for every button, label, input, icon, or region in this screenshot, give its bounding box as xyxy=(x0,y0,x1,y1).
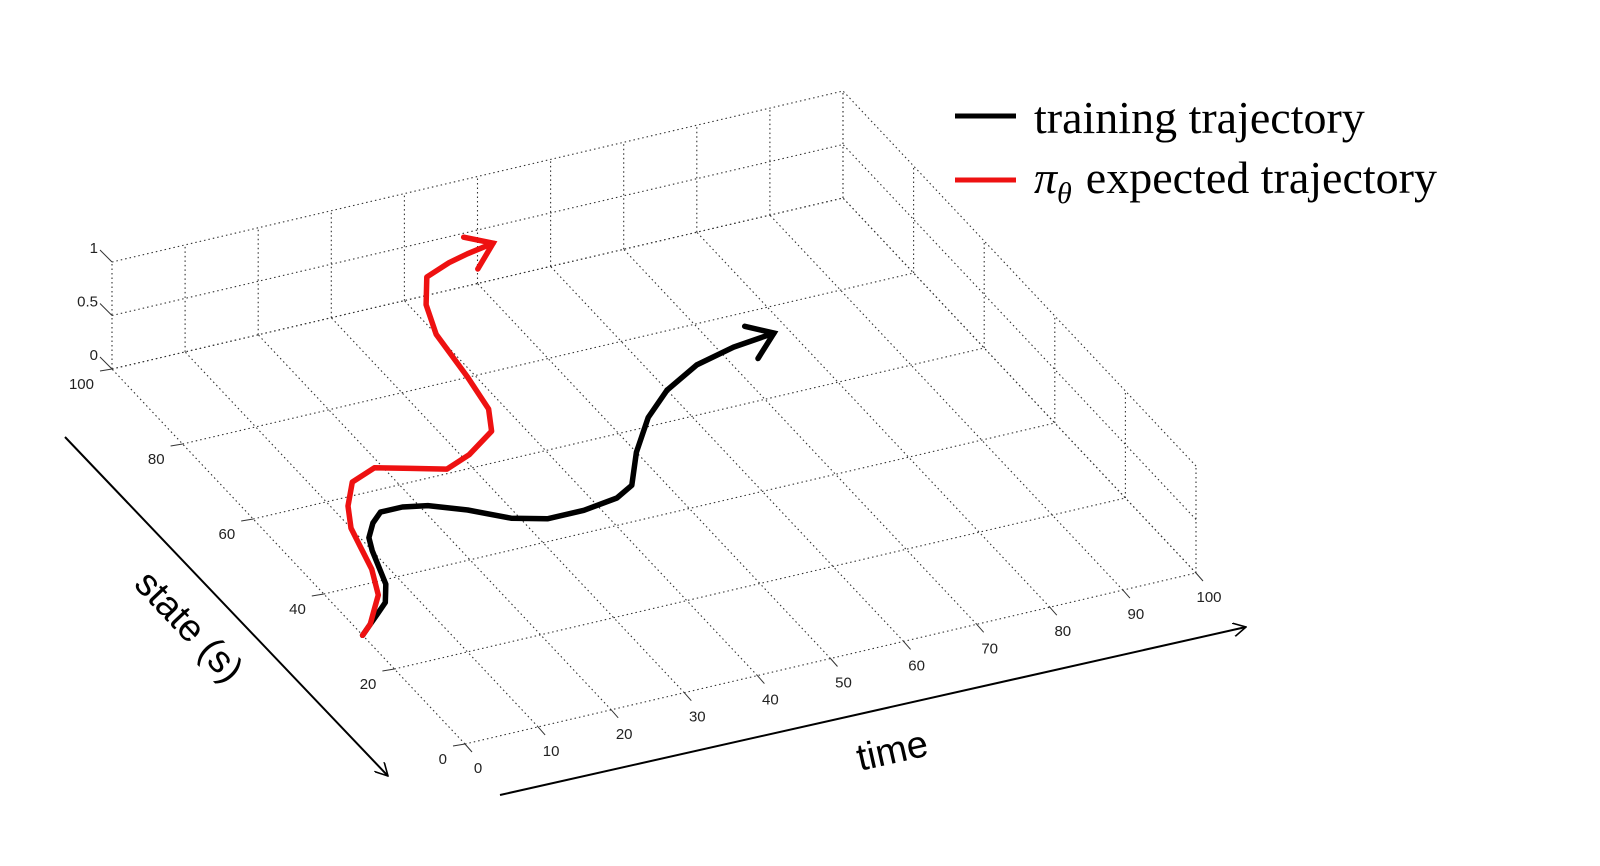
grid-line-backwall-z xyxy=(111,197,844,370)
grid-line-floor-time xyxy=(184,351,539,728)
grid-line-sidewall-z xyxy=(842,197,1197,574)
x-tick-label: 10 xyxy=(543,743,560,760)
grid-line-floor-state xyxy=(182,272,914,445)
x-tick-mark xyxy=(1049,606,1058,616)
y-tick-mark xyxy=(382,668,395,672)
y-tick-label: 80 xyxy=(148,451,165,468)
series-line-1 xyxy=(345,240,496,639)
chart-ticks: 0 10 20 30 40 50 60 70 80 90 100 0 20 40 60 80 100 0 0.5 1 xyxy=(69,240,1222,777)
grid-line-floor-time xyxy=(403,300,758,676)
x-tick-mark xyxy=(976,623,985,633)
legend-label-expected: πθ expected trajectory xyxy=(1034,152,1437,210)
z-tick-label: 0.5 xyxy=(77,294,98,311)
grid-line-floor-time xyxy=(330,317,685,694)
x-tick-label: 60 xyxy=(908,657,925,674)
x-tick-label: 30 xyxy=(689,709,706,726)
y-tick-label: 20 xyxy=(360,676,377,693)
x-tick-mark xyxy=(1195,572,1204,582)
legend-theta-subscript: θ xyxy=(1057,177,1072,210)
series-line-0 xyxy=(359,330,777,639)
y-tick-mark xyxy=(452,743,466,747)
grid-line-floor-time xyxy=(111,368,466,745)
grid-line-backwall-z xyxy=(111,90,844,263)
z-tick-mark xyxy=(99,356,113,370)
grid-line-floor-time xyxy=(623,248,978,625)
grid-line-sidewall-z xyxy=(842,144,1197,520)
grid-line-floor-time xyxy=(257,334,612,711)
x-tick-mark xyxy=(830,658,838,667)
x-tick-mark xyxy=(757,675,765,684)
grid-line-sidewall-z xyxy=(842,90,1197,467)
x-tick-label: 100 xyxy=(1196,589,1221,606)
x-tick-mark xyxy=(1122,589,1131,599)
x-tick-label: 40 xyxy=(762,692,779,709)
x-tick-mark xyxy=(683,692,692,702)
x-tick-label: 20 xyxy=(616,726,633,743)
x-tick-mark xyxy=(464,743,473,753)
legend-label-training: training trajectory xyxy=(1034,92,1365,143)
x-axis-label: time xyxy=(853,723,932,780)
x-tick-mark xyxy=(537,726,546,736)
grid-line-floor-state xyxy=(323,422,1055,595)
grid-line-floor-time xyxy=(550,266,905,642)
y-tick-mark xyxy=(170,443,183,447)
x-tick-label: 50 xyxy=(835,675,852,692)
x-tick-label: 0 xyxy=(474,760,482,777)
chart-series xyxy=(345,234,779,639)
grid-line-floor-time xyxy=(696,231,1051,608)
y-tick-label: 60 xyxy=(219,526,236,543)
z-tick-label: 0 xyxy=(90,347,98,364)
z-tick-mark xyxy=(99,303,113,316)
grid-line-backwall-z xyxy=(111,143,844,317)
x-tick-label: 80 xyxy=(1054,623,1071,640)
y-tick-mark xyxy=(241,518,254,522)
legend-pi-symbol: π xyxy=(1034,152,1059,203)
grid-line-floor-state xyxy=(394,497,1126,670)
chart-legend: training trajectory πθ expected trajector… xyxy=(955,92,1437,210)
time-axis-arrow xyxy=(499,627,1246,796)
z-tick-mark xyxy=(99,249,113,263)
series-arrowhead-1 xyxy=(460,234,498,272)
y-tick-mark xyxy=(99,368,113,372)
state-axis-arrow xyxy=(64,436,388,776)
grid-line-floor-time xyxy=(769,214,1124,591)
grid-line-floor-state xyxy=(253,347,985,520)
grid-line-floor-state xyxy=(464,572,1197,745)
series-arrowhead-0 xyxy=(741,323,779,362)
grid-line-floor-time xyxy=(477,283,831,659)
y-tick-label: 100 xyxy=(69,376,94,393)
x-tick-mark xyxy=(903,641,911,650)
x-tick-label: 90 xyxy=(1128,606,1145,623)
y-tick-label: 0 xyxy=(439,751,447,768)
x-tick-mark xyxy=(610,709,619,719)
z-tick-label: 1 xyxy=(90,240,98,257)
y-tick-mark xyxy=(311,593,324,597)
y-axis-label: state (s) xyxy=(126,563,251,691)
y-tick-label: 40 xyxy=(289,601,306,618)
x-tick-label: 70 xyxy=(981,640,998,657)
chart-grid xyxy=(111,90,1197,745)
legend-expected-text: expected trajectory xyxy=(1086,152,1437,203)
